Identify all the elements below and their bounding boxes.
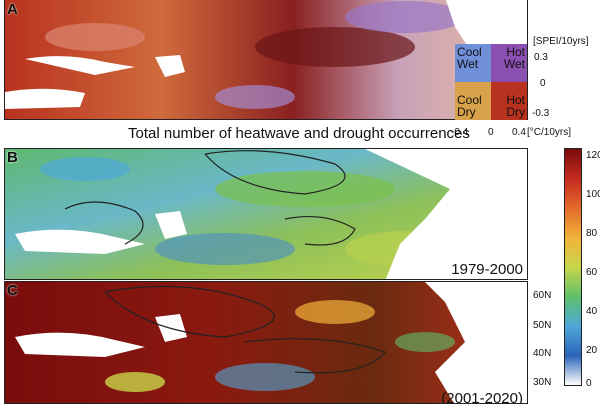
legend-hot-wet-temp: Hot	[506, 45, 525, 59]
panel-a-region	[345, 1, 465, 33]
panel-b-map	[5, 149, 527, 279]
legend-cool-wet-moist: Wet	[457, 57, 479, 71]
panel-c-sea	[15, 332, 145, 357]
colorbar-tick-60: 60	[586, 267, 598, 278]
panel-a-letter: A	[7, 1, 18, 18]
panel-b-contour	[284, 215, 356, 246]
panel-a-sea	[5, 88, 85, 109]
panel-c-contour	[244, 338, 387, 374]
colorbar-tick-120: 120	[586, 150, 600, 161]
legend-x-unit: [°C/10yrs]	[527, 127, 572, 138]
legend-cool-wet-temp: Cool	[457, 45, 482, 59]
panel-c-ocean	[425, 282, 527, 403]
panel-a-map	[5, 0, 527, 119]
panel-c-region	[295, 300, 375, 324]
legend-cool-dry: Cool Dry	[455, 82, 491, 120]
heatwave-title: Total number of heatwave and drought occ…	[128, 125, 470, 142]
panel-c-contour	[104, 285, 275, 338]
legend-y-tick-bottom: -0.3	[532, 108, 550, 119]
legend-y-tick-top: 0.3	[534, 52, 548, 63]
panel-a-sea	[155, 55, 185, 77]
panel-c-map	[5, 282, 527, 403]
panel-c-region	[105, 372, 165, 392]
colorbar-tick-40: 40	[586, 306, 598, 317]
panel-c-letter: C	[7, 282, 18, 299]
legend-hot-wet: Hot Wet	[491, 44, 527, 82]
legend-hot-wet-moist: Wet	[503, 57, 525, 71]
lat-label-50n: 50N	[533, 320, 552, 331]
panel-c-region	[395, 332, 455, 352]
colorbar-tick-100: 100	[586, 189, 600, 200]
panel-b-sea	[155, 211, 187, 239]
colorbar-tick-20: 20	[586, 345, 598, 356]
legend-x-tick-right: 0.4	[512, 127, 526, 138]
panel-a-sea	[25, 56, 135, 75]
lat-label-60n: 60N	[533, 290, 552, 301]
panel-b-region	[40, 157, 130, 181]
colorbar-tick-80: 80	[586, 228, 598, 239]
legend-hot-dry: Hot Dry	[491, 82, 527, 120]
legend-x-tick-mid: 0	[488, 127, 494, 138]
panel-b-region	[155, 233, 295, 265]
panel-b-region	[215, 171, 395, 207]
legend-hot-dry-moist: Dry	[506, 105, 525, 119]
panel-a-region	[45, 23, 145, 51]
lat-label-40n: 40N	[533, 348, 552, 359]
legend-cool-dry-temp: Cool	[457, 93, 482, 107]
panel-b-count-map: B 1979-2000	[4, 148, 528, 280]
legend-cool-dry-moist: Dry	[457, 105, 476, 119]
lat-label-30n: 30N	[533, 377, 552, 388]
legend-y-tick-mid: 0	[540, 78, 546, 89]
panel-b-contour	[204, 150, 346, 195]
panel-a-region	[215, 85, 295, 109]
legend-x-tick-left: -0.4	[451, 127, 469, 138]
panel-a-region	[255, 27, 415, 67]
bivariate-legend: Cool Wet Hot Wet Cool Dry Hot Dry	[455, 44, 527, 120]
panel-b-period: 1979-2000	[451, 261, 523, 278]
legend-hot-dry-temp: Hot	[506, 93, 525, 107]
panel-c-region	[215, 363, 315, 391]
panel-b-sea	[15, 229, 145, 254]
colorbar-tick-0: 0	[586, 378, 592, 389]
panel-c-count-map: C (2001-2020)	[4, 281, 528, 404]
panel-b-ocean	[365, 149, 527, 279]
colorbar	[564, 148, 582, 386]
panel-c-period: (2001-2020)	[441, 390, 523, 404]
legend-cool-wet: Cool Wet	[455, 44, 491, 82]
legend-y-unit: [SPEI/10yrs]	[533, 36, 589, 47]
panel-b-letter: B	[7, 149, 18, 166]
panel-a-trend-map: A	[4, 0, 528, 120]
panel-b-contour	[64, 201, 144, 245]
